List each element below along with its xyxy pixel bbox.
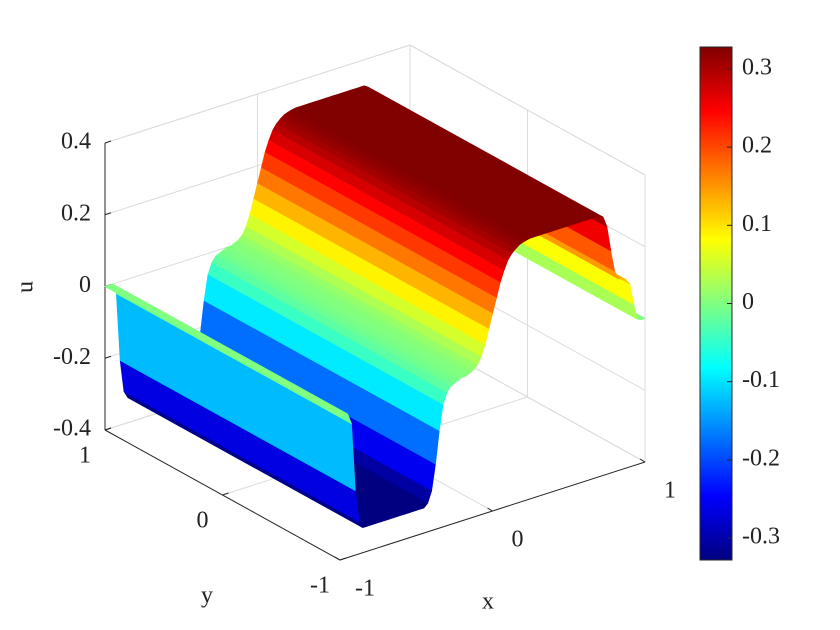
y-tick-label: 1 [79,443,91,469]
x-axis-label: x [482,589,494,615]
colorbar-tick-label: 0.1 [742,211,772,237]
tick-mark [104,427,112,431]
y-axis-label: y [201,583,213,609]
z-tick-label: 0.2 [61,200,91,226]
y-tick-label: 0 [197,508,209,534]
y-tick-label: -1 [310,573,330,599]
tick-mark [104,212,112,216]
x-tick-label: -1 [355,576,375,602]
z-tick-label: 0 [79,272,91,298]
tick-mark [639,458,646,463]
tick-mark [334,556,341,561]
z-tick-label: -0.4 [53,416,91,442]
z-tick-label: -0.2 [53,344,91,370]
colorbar-tick-label: 0 [742,289,754,315]
z-axis-label: u [13,281,39,293]
x-tick-label: 1 [664,478,676,504]
tick-mark [222,492,229,496]
colorbar-tick-label: -0.3 [742,524,780,550]
colorbar-tick-label: 0.3 [742,54,772,80]
surface-strip [104,284,345,417]
tick-mark [339,557,347,561]
x-tick-label: 0 [512,527,524,553]
z-tick-label: 0.4 [61,129,91,155]
tick-mark [487,507,493,512]
colorbar [699,46,733,561]
tick-mark [104,140,112,144]
colorbar-tick-label: -0.1 [742,367,780,393]
colorbar-tick-label: -0.2 [742,445,780,471]
tick-mark [104,355,112,359]
colorbar-tick-label: 0.2 [742,133,772,159]
